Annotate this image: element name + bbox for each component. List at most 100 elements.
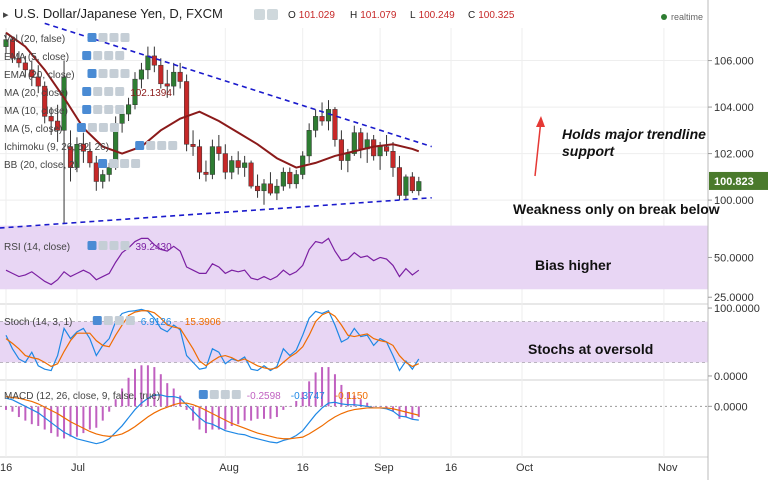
x-tick-label: Aug [219,462,239,474]
add-icon[interactable] [104,87,114,96]
candle-body [306,130,312,157]
candle-body [164,83,170,87]
close-icon[interactable] [115,105,125,114]
candle-body [171,71,177,87]
y-tick-label: 100.000 [714,195,754,207]
add-icon[interactable] [109,69,119,78]
y-tick-label: 0.0000 [714,401,748,413]
upper-trendline [44,22,432,148]
header-tool-icons[interactable] [254,9,278,20]
macd-hist-bar [340,384,343,407]
eye-icon[interactable] [87,33,97,42]
macd-hist-bar [56,406,59,437]
add-icon[interactable] [104,105,114,114]
add-icon[interactable] [104,51,114,60]
macd-hist-bar [398,406,401,419]
close-icon[interactable] [115,87,125,96]
candle-body [126,104,132,115]
symbol-menu-icon[interactable]: ▸ [3,9,9,21]
settings-icon[interactable] [109,159,119,168]
macd-hist-bar [172,388,175,407]
eye-icon[interactable] [198,390,208,399]
eye-icon[interactable] [82,87,92,96]
close-icon[interactable] [120,69,130,78]
indicator-value: 6.9126 [141,317,172,328]
close-icon[interactable] [131,159,141,168]
candle-body [338,139,344,161]
macd-hist-bar [24,406,27,421]
add-icon[interactable] [109,33,119,42]
candle-body [145,55,151,71]
candle-body [3,39,9,47]
eye-icon[interactable] [76,123,86,132]
eye-icon[interactable] [98,159,108,168]
close-icon[interactable] [115,51,125,60]
candle-body [203,171,209,175]
macd-hist-bar [269,406,272,419]
settings-icon[interactable] [93,105,103,114]
ohlc-l: L 100.249 [410,10,455,21]
stoch-note: Stochs at oversold [528,341,653,357]
candles [3,32,422,224]
x-tick-label: 16 [445,462,457,474]
close-icon[interactable] [168,141,178,150]
add-icon[interactable] [98,123,108,132]
x-tick-label: 16 [0,462,12,474]
x-tick-label: Nov [658,462,678,474]
macd-hist-bar [37,406,40,426]
close-icon[interactable] [125,316,135,325]
settings-icon[interactable] [146,141,156,150]
candle-body [61,76,67,131]
candle-body [293,174,299,185]
candle-body [67,146,74,168]
indicator-label: EMA (5, close) [4,52,69,63]
candle-body [93,162,99,182]
settings-icon[interactable] [103,316,113,325]
macd-hist-bar [17,406,20,418]
close-icon[interactable] [120,33,130,42]
indicator-value: -0.3747 [291,391,325,402]
indicator-label: MA (10, close) [4,106,68,117]
add-icon[interactable] [220,390,230,399]
macd-hist-bar [327,367,330,407]
settings-icon[interactable] [209,390,219,399]
indicator-label: MACD (12, 26, close, 9, false, true) [4,391,160,402]
candle-body [319,116,325,122]
macd-hist-bar [366,402,369,407]
up-arrow-icon [534,119,542,177]
eye-icon[interactable] [92,316,102,325]
close-icon[interactable] [120,241,130,250]
candle-body [345,153,351,161]
settings-icon[interactable] [93,87,103,96]
settings-icon[interactable] [93,51,103,60]
settings-icon[interactable] [98,33,108,42]
settings-icon[interactable] [87,123,97,132]
close-icon[interactable] [231,390,241,399]
settings-icon[interactable] [98,241,108,250]
macd-hist-bar [11,406,14,412]
candle-body [255,185,261,192]
add-icon[interactable] [157,141,167,150]
eye-icon[interactable] [82,105,92,114]
candle-body [87,151,93,164]
eye-icon[interactable] [135,141,145,150]
indicator-label: EMA (20, close) [4,70,75,81]
eye-icon[interactable] [87,241,97,250]
close-icon[interactable] [109,123,119,132]
ohlc-h: H 101.079 [350,10,397,21]
candle-body [390,151,396,168]
macd-hist-bar [385,406,388,409]
break-note: Weakness only on break below [513,201,720,217]
rsi-band [0,225,708,290]
eye-icon[interactable] [82,51,92,60]
eye-icon[interactable] [87,69,97,78]
add-icon[interactable] [120,159,130,168]
settings-icon[interactable] [98,69,108,78]
macd-hist-bar [82,406,85,434]
ohlc-o: O 101.029 [288,10,335,21]
add-icon[interactable] [109,241,119,250]
candle-body [106,167,112,175]
add-icon[interactable] [114,316,124,325]
macd-hist-bar [114,399,117,407]
